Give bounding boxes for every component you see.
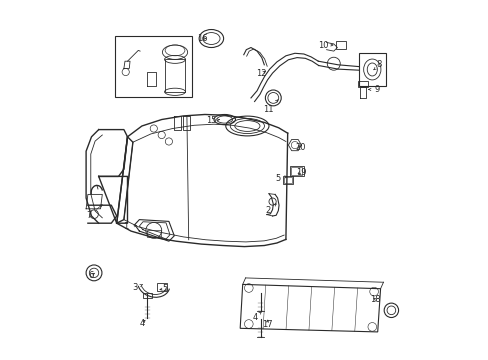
Text: 14: 14 (135, 77, 145, 85)
Text: 19: 19 (295, 167, 305, 176)
Text: 5: 5 (275, 174, 286, 183)
Text: 15: 15 (206, 116, 219, 125)
Text: 20: 20 (295, 143, 305, 152)
Bar (282, 176, 292, 184)
Text: 4: 4 (139, 320, 145, 328)
Text: 12: 12 (256, 69, 266, 78)
Text: 7: 7 (86, 204, 102, 220)
Bar (115, 36, 192, 97)
Bar (157, 283, 167, 291)
Text: 8: 8 (373, 60, 382, 70)
Text: 1: 1 (123, 222, 136, 231)
Bar (336, 41, 346, 49)
Text: 2: 2 (264, 204, 276, 215)
Bar (290, 167, 302, 175)
Text: 16: 16 (196, 34, 207, 43)
Text: 13: 13 (159, 37, 172, 46)
Text: 6: 6 (88, 271, 94, 280)
Bar (142, 293, 151, 298)
Bar (358, 81, 367, 87)
Text: 9: 9 (368, 85, 379, 94)
Bar (283, 177, 291, 183)
Text: 11: 11 (262, 100, 277, 114)
Text: 5: 5 (160, 284, 167, 293)
Text: 4: 4 (252, 312, 261, 322)
Bar (146, 230, 161, 237)
Text: 3: 3 (132, 284, 142, 292)
Text: 18: 18 (370, 295, 381, 304)
Bar (164, 59, 185, 92)
Bar (358, 53, 385, 86)
Text: 10: 10 (317, 40, 332, 49)
Bar (289, 166, 303, 176)
Text: 17: 17 (262, 320, 272, 329)
